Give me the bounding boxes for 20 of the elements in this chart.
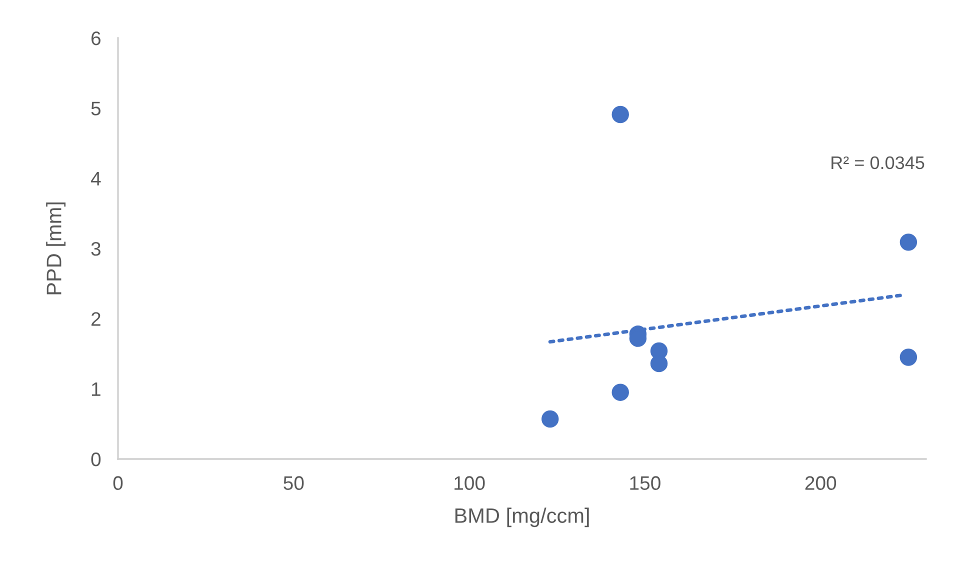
y-tick-label: 5 bbox=[91, 102, 101, 116]
y-tick-label: 1 bbox=[92, 382, 100, 396]
y-tick-label: 3 bbox=[91, 242, 100, 256]
x-tick-label: 150 bbox=[630, 476, 660, 490]
y-tick-label: 0 bbox=[91, 452, 101, 466]
point bbox=[900, 234, 918, 251]
y-tick-label: 6 bbox=[92, 31, 100, 46]
x-axis-title: BMD [mg/ccm] bbox=[455, 508, 589, 528]
point bbox=[612, 384, 629, 401]
y-tick-label: 4 bbox=[90, 172, 101, 186]
point bbox=[900, 348, 918, 366]
y-tick-label: 2 bbox=[92, 312, 100, 326]
annotation: R² = 0.0345 bbox=[832, 156, 924, 170]
point bbox=[541, 410, 559, 428]
x-tick-label: 0 bbox=[113, 476, 123, 490]
x-tick-label: 50 bbox=[284, 476, 304, 490]
x-tick-label: 100 bbox=[454, 476, 485, 490]
y-axis-title: PPD [mm] bbox=[46, 202, 66, 294]
point bbox=[612, 106, 629, 124]
x-tick-label: 200 bbox=[805, 476, 836, 490]
